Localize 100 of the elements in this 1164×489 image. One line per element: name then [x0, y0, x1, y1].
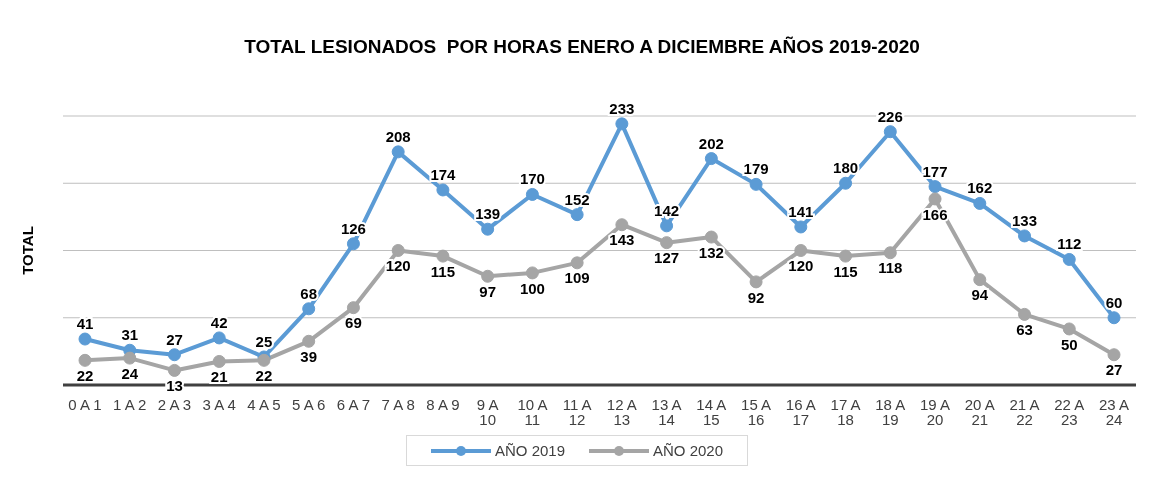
point	[78, 353, 92, 367]
data-label: 120	[788, 257, 814, 275]
point	[794, 244, 808, 257]
data-label: 179	[743, 160, 769, 178]
point	[570, 208, 584, 222]
data-label: 42	[210, 313, 228, 331]
point	[167, 363, 181, 377]
point	[1062, 252, 1076, 266]
data-label: 118	[878, 259, 903, 277]
data-label: 112	[1057, 235, 1082, 253]
x-tick-label: 3 A 4	[202, 395, 236, 413]
legend-label: AÑO 2020	[652, 442, 724, 459]
data-label: 115	[430, 262, 456, 280]
chart-title: TOTAL LESIONADOS POR HORAS ENERO A DICIEMBRE AÑOS 2019-2020	[243, 35, 921, 59]
legend-label: AÑO 2019	[493, 442, 565, 459]
x-tick-label: 2 A 3	[157, 395, 192, 413]
data-label: 60	[1105, 293, 1123, 311]
point	[1018, 229, 1032, 243]
x-tick-label: 10 A 11	[517, 395, 548, 428]
point	[794, 220, 808, 234]
data-label: 100	[519, 279, 545, 297]
point	[1107, 348, 1121, 362]
point	[973, 273, 987, 287]
point	[660, 236, 674, 250]
point	[615, 117, 629, 131]
point	[167, 348, 181, 362]
point	[346, 237, 360, 251]
x-tick-label: 9 A 10	[476, 395, 499, 428]
x-tick-label: 18 A 19	[875, 395, 906, 428]
data-label: 31	[121, 326, 139, 344]
data-label: 22	[76, 366, 94, 384]
x-tick-label: 20 A 21	[964, 395, 995, 428]
point	[883, 125, 897, 139]
data-label: 68	[300, 284, 318, 302]
data-label: 162	[967, 179, 993, 197]
point	[78, 332, 92, 346]
point	[570, 256, 584, 270]
point	[839, 249, 853, 263]
data-label: 94	[971, 286, 989, 304]
data-label: 139	[475, 205, 501, 223]
point	[391, 244, 405, 257]
x-tick-label: 8 A 9	[426, 395, 460, 413]
point	[928, 192, 942, 206]
data-label: 208	[385, 127, 411, 145]
point	[123, 351, 137, 365]
x-tick-label: 19 A 20	[920, 395, 951, 428]
data-label: 41	[76, 315, 94, 333]
point	[212, 331, 226, 345]
data-label: 174	[430, 165, 457, 183]
point	[302, 334, 316, 348]
x-tick-label: 0 A 1	[68, 395, 102, 413]
data-label: 25	[255, 332, 273, 350]
x-tick-label: 14 A 15	[696, 395, 727, 428]
point	[660, 219, 674, 233]
x-tick-label: 6 A 7	[336, 395, 371, 413]
data-label: 202	[698, 134, 724, 152]
data-label: 63	[1016, 321, 1033, 339]
point	[481, 222, 495, 236]
data-label: 50	[1060, 335, 1078, 353]
x-tick-label: 23 A 24	[1098, 395, 1130, 428]
point	[973, 196, 987, 210]
point	[391, 145, 405, 159]
x-tick-label: 13 A 14	[651, 395, 682, 428]
point	[1062, 322, 1076, 336]
point	[749, 177, 763, 191]
point	[883, 246, 897, 260]
point	[436, 249, 450, 263]
x-tick-label: 4 A 5	[247, 395, 281, 413]
point	[615, 218, 629, 232]
data-label: 170	[519, 170, 545, 188]
data-label: 233	[609, 99, 635, 117]
data-label: 132	[698, 243, 724, 261]
point	[212, 354, 226, 368]
point	[704, 230, 718, 244]
data-label: 109	[564, 269, 590, 287]
x-tick-label: 7 A 8	[381, 395, 415, 413]
point	[839, 176, 853, 190]
point	[525, 266, 539, 280]
data-label: 226	[877, 107, 903, 125]
data-label: 27	[1105, 361, 1123, 379]
data-label: 69	[345, 314, 362, 332]
data-label: 39	[300, 347, 318, 365]
data-label: 166	[922, 205, 948, 223]
point	[525, 187, 539, 201]
data-label: 97	[479, 282, 496, 300]
x-tick-label: 15 A 16	[741, 395, 772, 428]
point	[928, 180, 942, 194]
point	[1018, 307, 1032, 321]
data-label: 115	[833, 262, 858, 280]
data-label: 180	[833, 159, 859, 177]
data-label: 24	[121, 364, 139, 382]
data-label: 143	[609, 231, 635, 249]
x-tick-label: 1 A 2	[113, 395, 147, 413]
data-label: 27	[166, 330, 183, 348]
x-tick-label: 17 A 18	[830, 395, 861, 428]
data-label: 177	[922, 162, 948, 180]
point	[704, 152, 718, 166]
point	[436, 183, 450, 197]
data-label: 141	[788, 202, 814, 220]
x-tick-label: 16 A 17	[785, 395, 816, 428]
